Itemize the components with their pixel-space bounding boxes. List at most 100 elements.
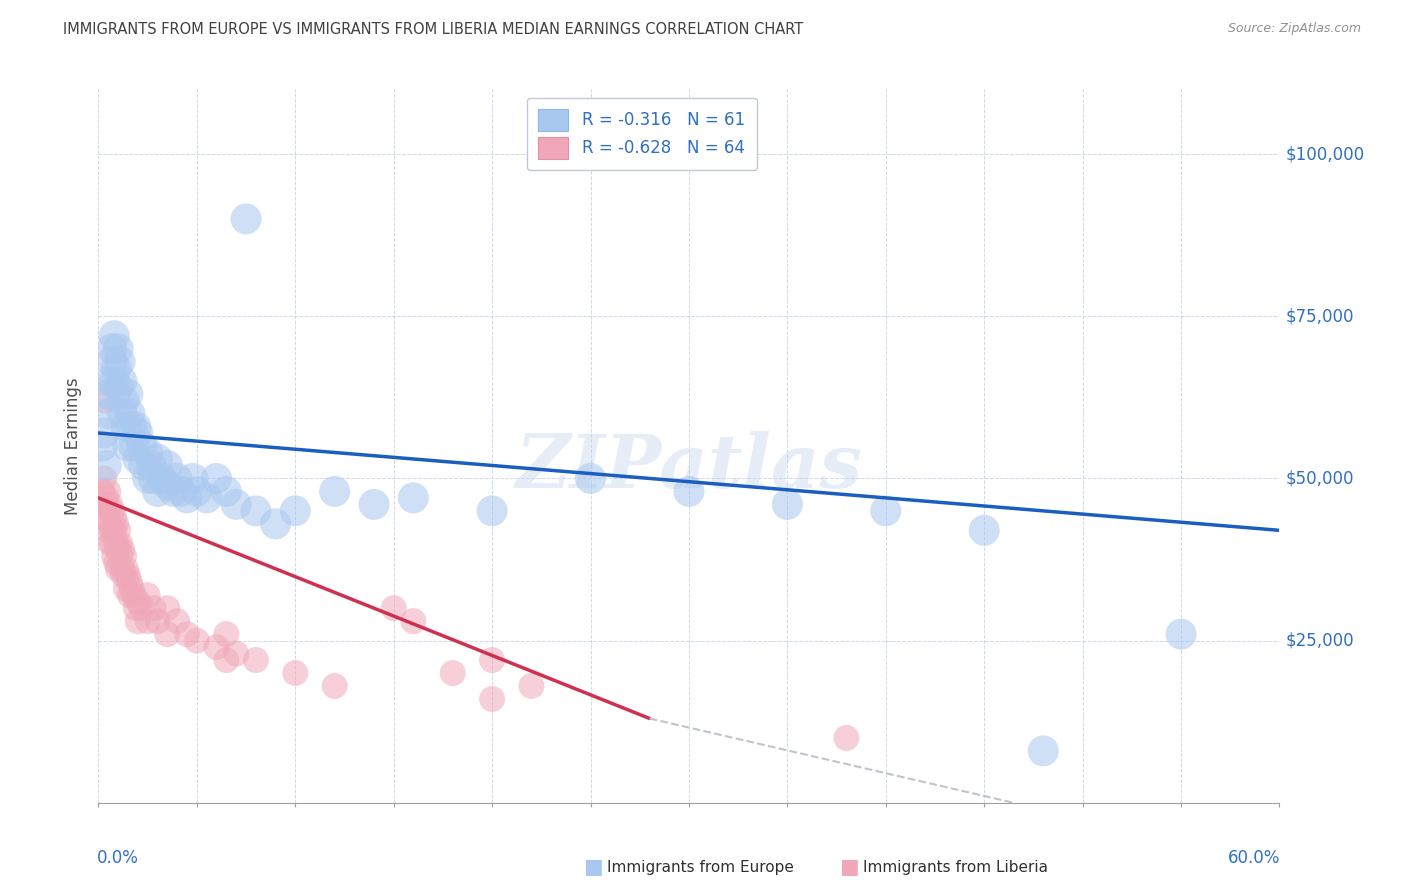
Point (107, 342, 129, 356)
Point (93, 497, 115, 511)
Text: Source: ZipAtlas.com: Source: ZipAtlas.com (1227, 22, 1361, 36)
Point (131, 439, 153, 453)
Point (93, 471, 115, 485)
Point (98, 516, 121, 531)
Point (103, 549, 125, 564)
Point (121, 582, 143, 596)
Point (115, 582, 138, 596)
Point (97, 387, 120, 401)
Point (96, 491, 118, 505)
Point (166, 471, 188, 485)
Point (107, 562, 129, 576)
Point (107, 524, 129, 538)
Point (103, 328, 125, 343)
Point (118, 588, 141, 602)
Point (156, 627, 179, 641)
Point (142, 471, 165, 485)
Point (125, 601, 148, 615)
Point (111, 407, 134, 421)
Text: ■: ■ (839, 857, 859, 877)
Point (115, 562, 138, 576)
Point (776, 497, 799, 511)
Point (105, 536, 128, 550)
Point (1032, 744, 1054, 758)
Point (112, 549, 135, 564)
Point (141, 458, 163, 473)
Point (402, 614, 425, 628)
Text: IMMIGRANTS FROM EUROPE VS IMMIGRANTS FROM LIBERIA MEDIAN EARNINGS CORRELATION CH: IMMIGRANTS FROM EUROPE VS IMMIGRANTS FRO… (63, 22, 803, 37)
Point (136, 445, 159, 459)
Point (205, 471, 228, 485)
Point (195, 491, 218, 505)
Point (108, 354, 131, 368)
Point (101, 524, 124, 538)
Point (264, 516, 287, 531)
Point (146, 484, 169, 499)
Point (235, 211, 257, 226)
Point (103, 510, 125, 524)
Text: ZIPatlas: ZIPatlas (516, 431, 862, 504)
Point (215, 484, 238, 499)
Point (150, 471, 173, 485)
Point (117, 439, 139, 453)
Point (176, 627, 198, 641)
Point (875, 504, 897, 518)
Point (481, 653, 503, 667)
Point (284, 666, 307, 681)
Text: 0.0%: 0.0% (97, 849, 139, 867)
Point (176, 491, 198, 505)
Point (103, 374, 125, 388)
Point (225, 497, 247, 511)
Point (215, 653, 238, 667)
Point (186, 633, 208, 648)
Point (96, 510, 118, 524)
Text: 60.0%: 60.0% (1229, 849, 1281, 867)
Point (146, 614, 169, 628)
Point (105, 361, 128, 376)
Point (105, 516, 128, 531)
Text: $25,000: $25,000 (1285, 632, 1354, 649)
Point (91, 484, 114, 499)
Point (136, 614, 159, 628)
Point (127, 452, 149, 467)
Point (107, 381, 129, 395)
Text: ■: ■ (583, 857, 603, 877)
Text: $75,000: $75,000 (1285, 307, 1354, 326)
Point (98, 536, 121, 550)
Point (122, 439, 145, 453)
Point (111, 374, 134, 388)
Point (97, 524, 120, 538)
Point (181, 471, 204, 485)
Point (97, 504, 120, 518)
Legend: R = -0.316   N = 61, R = -0.628   N = 64: R = -0.316 N = 61, R = -0.628 N = 64 (527, 97, 756, 170)
Point (107, 542, 129, 557)
Point (127, 614, 149, 628)
Point (93, 425, 115, 440)
Point (121, 419, 143, 434)
Point (108, 536, 131, 550)
Point (101, 536, 124, 550)
Point (98, 374, 121, 388)
Point (1170, 627, 1192, 641)
Point (156, 601, 179, 615)
Y-axis label: Median Earnings: Median Earnings (65, 377, 83, 515)
Point (112, 568, 135, 582)
Point (101, 354, 124, 368)
Text: $50,000: $50,000 (1285, 469, 1354, 487)
Point (118, 575, 141, 590)
Point (93, 393, 115, 408)
Point (97, 407, 120, 421)
Point (97, 484, 120, 499)
Point (91, 439, 114, 453)
Point (101, 342, 124, 356)
Point (132, 458, 155, 473)
Point (225, 647, 247, 661)
Point (117, 568, 139, 582)
Text: Immigrants from Europe: Immigrants from Europe (607, 860, 794, 874)
Point (156, 478, 179, 492)
Point (156, 458, 179, 473)
Text: Immigrants from Liberia: Immigrants from Liberia (863, 860, 1049, 874)
Point (363, 497, 385, 511)
Point (103, 524, 125, 538)
Point (973, 524, 995, 538)
